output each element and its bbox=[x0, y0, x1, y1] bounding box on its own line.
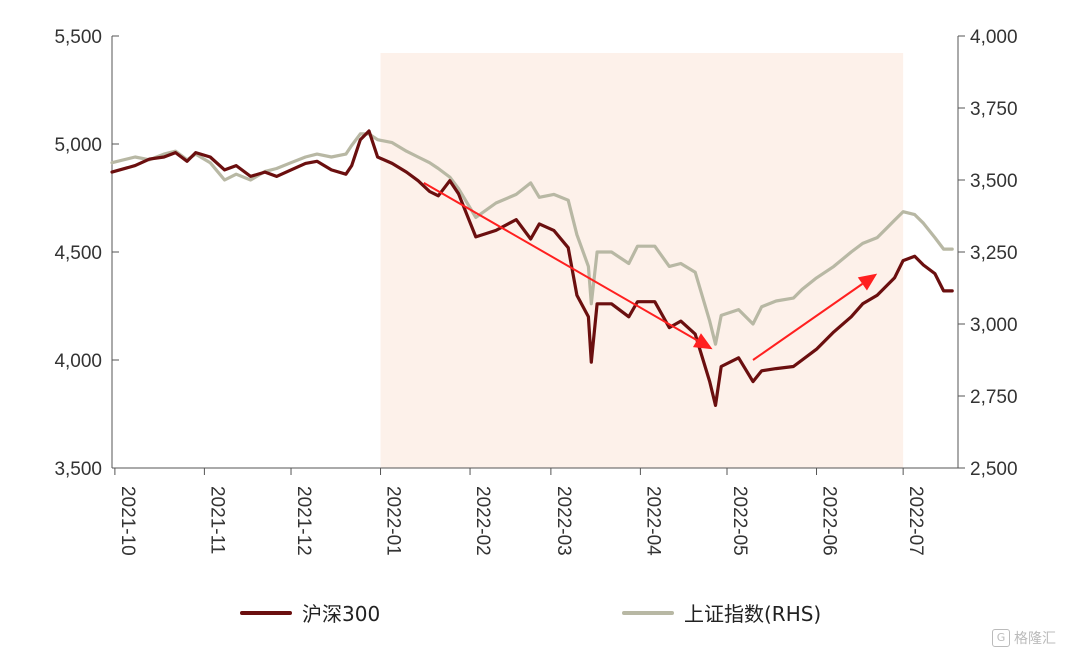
shaded-period bbox=[380, 53, 904, 468]
x-axis-tick-label: 2022-01 bbox=[383, 486, 404, 556]
right-axis-tick-label: 2,750 bbox=[970, 387, 1018, 408]
x-axis-tick-label: 2021-12 bbox=[293, 486, 314, 556]
arrow-up-head bbox=[857, 273, 878, 291]
watermark: G 格隆汇 bbox=[992, 628, 1056, 648]
arrow-down-shaft bbox=[423, 182, 698, 342]
legend-label-hs300: 沪深300 bbox=[302, 602, 381, 626]
arrow-up-shaft bbox=[752, 283, 863, 361]
gelonghui-logo-icon: G bbox=[992, 629, 1010, 647]
arrow-down-head bbox=[692, 333, 713, 350]
left-axis-tick-label: 3,500 bbox=[54, 459, 102, 480]
right-axis-tick-label: 3,750 bbox=[970, 99, 1018, 120]
right-axis-tick-label: 4,000 bbox=[970, 27, 1018, 48]
left-axis-tick-label: 5,000 bbox=[54, 135, 102, 156]
legend-label-sse: 上证指数(RHS) bbox=[684, 602, 822, 626]
x-axis-tick-label: 2022-05 bbox=[729, 486, 750, 556]
right-axis-tick-label: 3,500 bbox=[970, 171, 1018, 192]
x-axis-tick-label: 2022-07 bbox=[905, 486, 926, 556]
legend-item-hs300: 沪深300 bbox=[240, 598, 380, 627]
x-axis-tick-label: 2022-06 bbox=[819, 486, 840, 556]
series-line-sse bbox=[110, 132, 954, 346]
legend-swatch-sse bbox=[622, 610, 674, 615]
right-axis: 2,500 2,750 3,000 3,250 3,500 3,750 4,000 bbox=[957, 27, 1018, 480]
series-line-hs300 bbox=[110, 129, 954, 407]
series-lines bbox=[110, 129, 954, 407]
x-axis-tick-label: 2022-03 bbox=[553, 486, 574, 556]
legend-item-sse: 上证指数(RHS) bbox=[622, 598, 821, 627]
right-axis-tick-label: 3,000 bbox=[970, 315, 1018, 336]
x-axis-tick-label: 2022-02 bbox=[472, 486, 493, 556]
x-axis: 2021-10 2021-11 2021-12 2022-01 2022-02 2022-… bbox=[112, 467, 958, 556]
annotation-arrows bbox=[423, 182, 878, 361]
line-chart: 3,500 4,000 4,500 5,000 5,500 2,500 2,750 3,00… bbox=[54, 27, 1018, 556]
x-axis-tick-label: 2022-04 bbox=[642, 486, 663, 556]
legend-swatch-hs300 bbox=[240, 610, 292, 615]
x-axis-tick-label: 2021-10 bbox=[117, 486, 138, 556]
right-axis-tick-label: 3,250 bbox=[970, 243, 1018, 264]
left-axis: 3,500 4,000 4,500 5,000 5,500 bbox=[54, 27, 119, 480]
left-axis-tick-label: 4,000 bbox=[54, 351, 102, 372]
left-axis-tick-label: 5,500 bbox=[54, 27, 102, 48]
right-axis-tick-label: 2,500 bbox=[970, 459, 1018, 480]
x-axis-tick-label: 2021-11 bbox=[206, 486, 227, 554]
left-axis-tick-label: 4,500 bbox=[54, 243, 102, 264]
watermark-text: 格隆汇 bbox=[1014, 631, 1056, 647]
